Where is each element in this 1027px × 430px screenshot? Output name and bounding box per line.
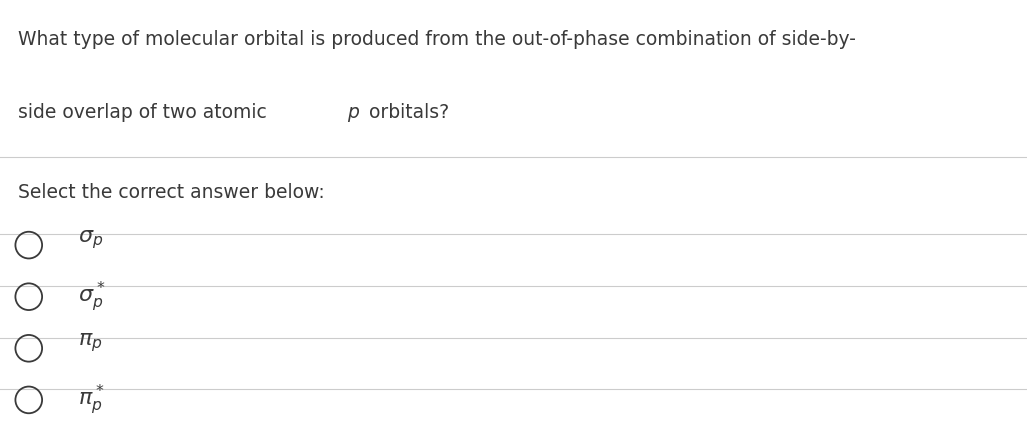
Text: Select the correct answer below:: Select the correct answer below:: [18, 183, 326, 202]
Text: $\pi_p$: $\pi_p$: [78, 331, 103, 354]
Text: p: p: [347, 103, 359, 122]
Text: $\sigma_p$: $\sigma_p$: [78, 228, 104, 251]
Text: side overlap of two atomic: side overlap of two atomic: [18, 103, 273, 122]
Text: $\pi_p^*$: $\pi_p^*$: [78, 383, 105, 417]
Text: $\sigma_p^*$: $\sigma_p^*$: [78, 280, 106, 314]
Text: orbitals?: orbitals?: [363, 103, 449, 122]
Text: What type of molecular orbital is produced from the out-of-phase combination of : What type of molecular orbital is produc…: [18, 30, 857, 49]
